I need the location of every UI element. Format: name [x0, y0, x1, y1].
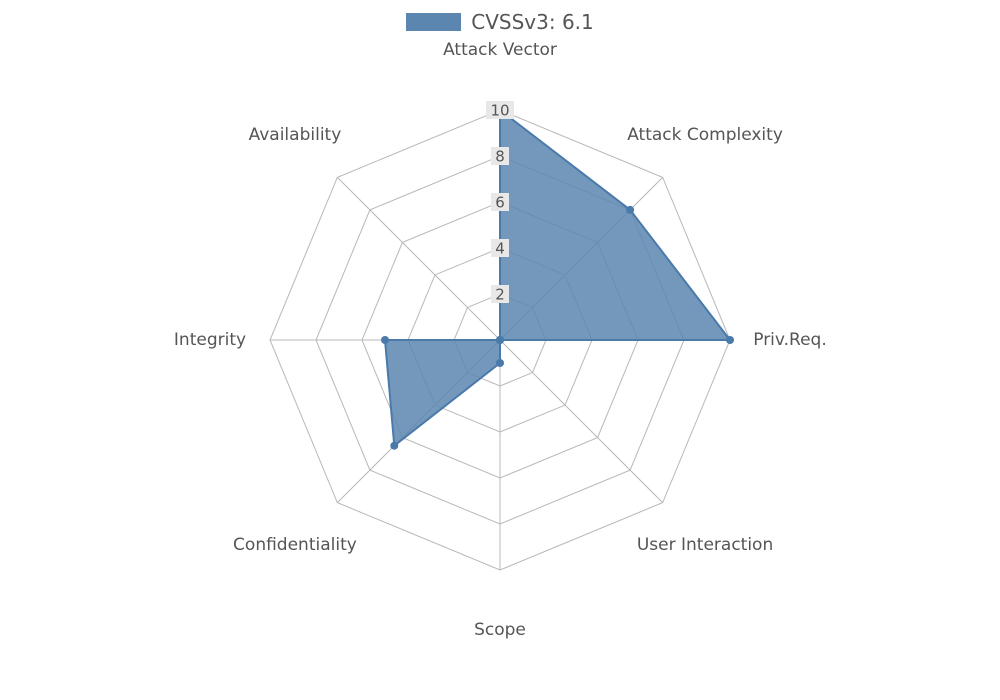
axis-label: Scope — [474, 620, 526, 640]
grid-spoke — [337, 177, 500, 340]
data-point — [496, 359, 504, 367]
grid-spoke — [500, 340, 663, 503]
data-point — [381, 336, 389, 344]
data-point — [726, 336, 734, 344]
tick-label: 8 — [495, 148, 505, 166]
legend: CVSSv3: 6.1 — [0, 10, 1000, 34]
axis-label: Priv.Req. — [753, 330, 827, 350]
data-point — [496, 336, 504, 344]
axis-label: Availability — [249, 125, 342, 145]
legend-label: CVSSv3: 6.1 — [471, 10, 594, 34]
radar-svg: 2 4 6 8 10 — [0, 0, 1000, 700]
axis-label: Attack Vector — [443, 40, 557, 60]
tick-label: 4 — [495, 240, 505, 258]
radar-chart-container: CVSSv3: 6.1 2 4 6 8 10 Attack Vector Attack C… — [0, 0, 1000, 700]
legend-swatch — [406, 13, 461, 31]
tick-label: 2 — [495, 286, 505, 304]
axis-label: Integrity — [174, 330, 246, 350]
data-point — [626, 206, 634, 214]
axis-label: Confidentiality — [233, 535, 357, 555]
axis-label: Attack Complexity — [627, 125, 783, 145]
tick-label: 10 — [490, 102, 509, 120]
data-polygon — [385, 110, 730, 446]
axis-label: User Interaction — [637, 535, 773, 555]
tick-label: 6 — [495, 194, 505, 212]
data-point — [390, 442, 398, 450]
